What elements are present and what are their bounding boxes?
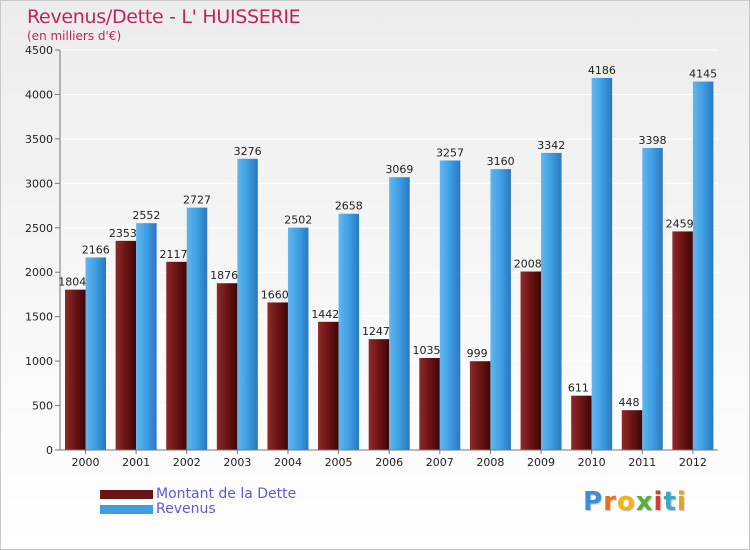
bar-revenus bbox=[136, 223, 157, 450]
value-label: 2117 bbox=[159, 248, 187, 261]
bar-dette bbox=[368, 339, 390, 450]
value-label: 1876 bbox=[210, 269, 238, 282]
bars bbox=[65, 77, 714, 451]
bar-dette bbox=[166, 261, 187, 450]
xtick-label: 2010 bbox=[578, 456, 606, 469]
bar-revenus bbox=[439, 160, 461, 450]
bar-dette bbox=[419, 358, 440, 450]
xtick-label: 2008 bbox=[476, 456, 504, 469]
logo-letter: P bbox=[583, 487, 604, 517]
ytick-label: 0 bbox=[46, 444, 53, 457]
legend-label-dette: Montant de la Dette bbox=[156, 486, 297, 502]
bar-dette bbox=[216, 283, 238, 450]
ytick-label: 4500 bbox=[25, 44, 53, 57]
legend-item-revenus: Revenus bbox=[100, 502, 296, 517]
value-label: 4186 bbox=[588, 64, 616, 77]
value-label: 1442 bbox=[311, 308, 339, 321]
chart-subtitle: (en milliers d'€) bbox=[27, 29, 122, 43]
legend: Montant de la Dette Revenus bbox=[100, 487, 296, 517]
bar-dette bbox=[469, 361, 491, 450]
bar-revenus bbox=[642, 147, 663, 450]
value-label: 3398 bbox=[639, 134, 667, 147]
legend-swatch-revenus bbox=[100, 505, 153, 514]
value-label: 2166 bbox=[82, 243, 110, 256]
chart-title: Revenus/Dette - L' HUISSERIE bbox=[27, 6, 301, 28]
xtick-label: 2003 bbox=[223, 456, 251, 469]
bar-dette bbox=[672, 231, 693, 450]
bar-dette bbox=[621, 410, 643, 450]
xtick-label: 2002 bbox=[173, 456, 201, 469]
bar-revenus bbox=[591, 77, 613, 451]
value-label: 4145 bbox=[689, 68, 717, 81]
ytick-label: 2500 bbox=[25, 222, 53, 235]
value-label: 2502 bbox=[284, 214, 312, 227]
bar-revenus bbox=[85, 257, 106, 450]
legend-label-revenus: Revenus bbox=[156, 501, 216, 517]
value-label: 3342 bbox=[537, 139, 565, 152]
bar-dette bbox=[267, 302, 288, 450]
bar-dette bbox=[571, 395, 592, 450]
logo-letter: i bbox=[653, 487, 664, 517]
ytick-label: 1000 bbox=[25, 355, 53, 368]
bar-dette bbox=[520, 271, 542, 450]
value-label: 1035 bbox=[413, 344, 441, 357]
bar-dette bbox=[65, 289, 86, 450]
value-label: 611 bbox=[568, 382, 589, 395]
bar-revenus bbox=[338, 213, 360, 450]
xtick-label: 2004 bbox=[274, 456, 302, 469]
logo-letter: i bbox=[676, 487, 687, 517]
ytick-label: 2000 bbox=[25, 266, 53, 279]
xtick-label: 2009 bbox=[527, 456, 555, 469]
y-axis-ticks: 0 500 1000 1500 2000 2500 3000 3500 4000 4500 bbox=[25, 44, 53, 457]
value-label: 3160 bbox=[487, 155, 515, 168]
value-label: 999 bbox=[467, 347, 488, 360]
legend-item-dette: Montant de la Dette bbox=[100, 487, 296, 502]
bar-dette bbox=[318, 321, 339, 450]
value-label: 448 bbox=[619, 396, 640, 409]
xtick-label: 2007 bbox=[426, 456, 454, 469]
ytick-label: 1500 bbox=[25, 311, 53, 324]
value-label: 2459 bbox=[666, 217, 694, 230]
xtick-label: 2011 bbox=[628, 456, 656, 469]
bar-revenus bbox=[490, 169, 511, 450]
bar-revenus bbox=[186, 207, 208, 450]
ytick-label: 3000 bbox=[25, 177, 53, 190]
value-label: 1804 bbox=[58, 276, 86, 289]
ytick-label: 500 bbox=[32, 400, 53, 413]
logo-letter: r bbox=[603, 487, 617, 517]
x-axis-ticks: 2000 2001 2002 2003 2004 2005 2006 2007 2008 2009… bbox=[72, 450, 707, 469]
value-label: 2008 bbox=[514, 258, 542, 271]
bar-revenus bbox=[541, 152, 562, 450]
value-label: 1247 bbox=[362, 325, 390, 338]
value-label: 3257 bbox=[436, 146, 464, 159]
xtick-label: 2001 bbox=[122, 456, 150, 469]
proxiti-logo: Proxiti bbox=[583, 487, 687, 517]
bar-revenus bbox=[389, 177, 410, 450]
xtick-label: 2006 bbox=[375, 456, 403, 469]
logo-letter: o bbox=[616, 487, 636, 517]
xtick-label: 2005 bbox=[325, 456, 353, 469]
value-label: 2658 bbox=[335, 200, 363, 213]
bar-revenus bbox=[692, 81, 714, 451]
xtick-label: 2000 bbox=[72, 456, 100, 469]
ytick-label: 3500 bbox=[25, 133, 53, 146]
value-label: 1660 bbox=[261, 288, 289, 301]
value-label: 3069 bbox=[385, 163, 413, 176]
value-label: 3276 bbox=[234, 145, 262, 158]
value-label: 2727 bbox=[183, 194, 211, 207]
bar-revenus bbox=[237, 158, 258, 451]
value-label: 2353 bbox=[109, 227, 137, 240]
bar-dette bbox=[115, 240, 137, 450]
value-label: 2552 bbox=[132, 209, 160, 222]
value-labels: 1804 2166 2353 2552 2117 2727 1876 3276 1660 2502… bbox=[58, 64, 717, 409]
legend-swatch-dette bbox=[100, 490, 153, 499]
ytick-label: 4000 bbox=[25, 88, 53, 101]
logo-letter: x bbox=[635, 487, 654, 517]
logo-letter: t bbox=[663, 487, 677, 517]
bar-revenus bbox=[287, 227, 309, 450]
xtick-label: 2012 bbox=[679, 456, 707, 469]
